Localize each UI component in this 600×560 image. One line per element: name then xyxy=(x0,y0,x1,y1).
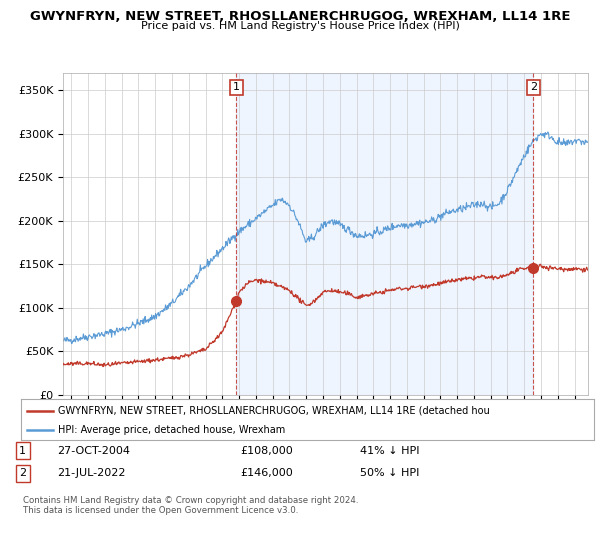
Text: 1: 1 xyxy=(19,446,26,456)
Bar xyxy=(236,73,533,395)
Text: 50% ↓ HPI: 50% ↓ HPI xyxy=(360,468,419,478)
Text: £146,000: £146,000 xyxy=(240,468,293,478)
Text: Contains HM Land Registry data © Crown copyright and database right 2024.
This d: Contains HM Land Registry data © Crown c… xyxy=(23,496,358,515)
Text: £108,000: £108,000 xyxy=(240,446,293,456)
Text: GWYNFRYN, NEW STREET, RHOSLLANERCHRUGOG, WREXHAM, LL14 1RE: GWYNFRYN, NEW STREET, RHOSLLANERCHRUGOG,… xyxy=(30,10,570,23)
Text: 1: 1 xyxy=(233,82,240,92)
Text: 27-OCT-2004: 27-OCT-2004 xyxy=(57,446,130,456)
Text: 2: 2 xyxy=(19,468,26,478)
Text: Price paid vs. HM Land Registry's House Price Index (HPI): Price paid vs. HM Land Registry's House … xyxy=(140,21,460,31)
Text: 2: 2 xyxy=(530,82,537,92)
Text: 21-JUL-2022: 21-JUL-2022 xyxy=(57,468,125,478)
Text: 41% ↓ HPI: 41% ↓ HPI xyxy=(360,446,419,456)
Text: GWYNFRYN, NEW STREET, RHOSLLANERCHRUGOG, WREXHAM, LL14 1RE (detached hou: GWYNFRYN, NEW STREET, RHOSLLANERCHRUGOG,… xyxy=(58,405,490,416)
Text: HPI: Average price, detached house, Wrexham: HPI: Average price, detached house, Wrex… xyxy=(58,424,286,435)
